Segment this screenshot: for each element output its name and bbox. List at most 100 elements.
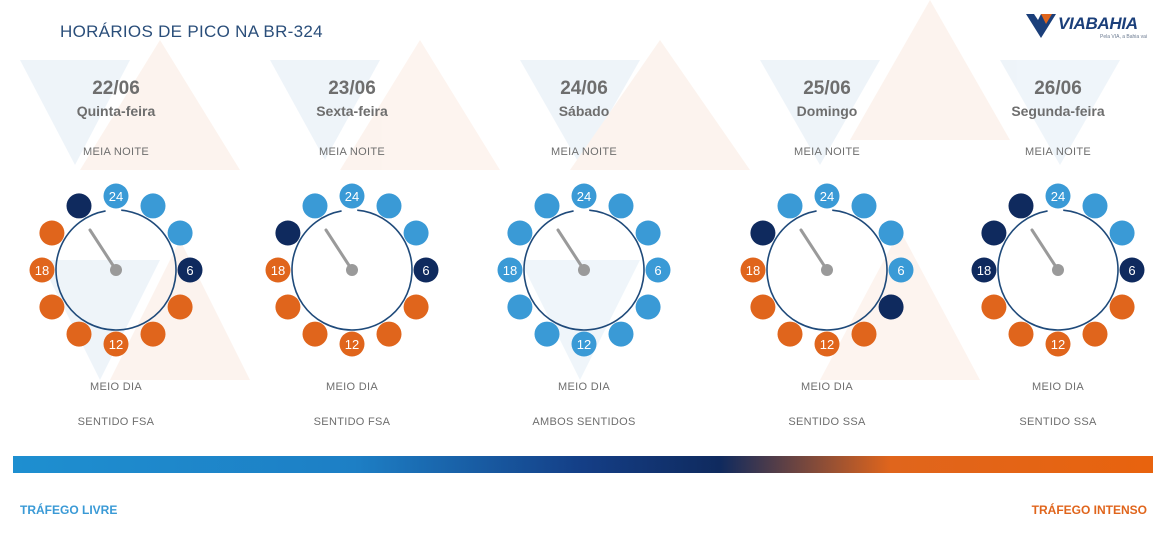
direction-label: SENTIDO FSA bbox=[313, 416, 391, 428]
hour-dot-12 bbox=[1045, 331, 1071, 357]
hour-dot-8 bbox=[1109, 294, 1135, 320]
hour-dot-18 bbox=[497, 257, 523, 283]
hour-dot-6 bbox=[645, 257, 671, 283]
hour-dot-2 bbox=[851, 193, 877, 219]
viabahia-logo: VIABAHIA Pela VIA, a Bahia vai bbox=[1024, 10, 1147, 44]
logo-icon bbox=[1026, 14, 1056, 38]
hour-dot-4 bbox=[403, 220, 429, 246]
clock-arc bbox=[523, 209, 645, 331]
midnight-label: MEIA NOITE bbox=[83, 146, 149, 158]
noon-label: MEIO DIA bbox=[558, 381, 610, 393]
day-weekday: Segunda-feira bbox=[1011, 103, 1105, 119]
hour-dot-10 bbox=[376, 321, 402, 347]
hour-dot-4 bbox=[878, 220, 904, 246]
clock-hub bbox=[578, 264, 590, 276]
hour-dot-10 bbox=[851, 321, 877, 347]
hour-dot-22 bbox=[534, 193, 560, 219]
hour-dot-8 bbox=[167, 294, 193, 320]
peak-hours-clock: 24 6 12 18 bbox=[740, 183, 914, 357]
clock-arc bbox=[997, 209, 1119, 331]
noon-label: MEIO DIA bbox=[90, 381, 142, 393]
peak-hours-clock: 24 6 12 18 bbox=[971, 183, 1145, 357]
hour-dot-4 bbox=[167, 220, 193, 246]
hour-dot-14 bbox=[534, 321, 560, 347]
hour-dot-6 bbox=[1119, 257, 1145, 283]
hour-label: 12 bbox=[109, 337, 123, 352]
noon-label: MEIO DIA bbox=[326, 381, 378, 393]
hour-dot-6 bbox=[888, 257, 914, 283]
clock-hub bbox=[346, 264, 358, 276]
midnight-label: MEIA NOITE bbox=[551, 146, 617, 158]
legend-free-traffic: TRÁFEGO LIVRE bbox=[20, 503, 118, 517]
hour-dot-20 bbox=[750, 220, 776, 246]
day-weekday: Sábado bbox=[558, 103, 610, 119]
hour-label: 6 bbox=[897, 263, 904, 278]
clock-hand bbox=[1030, 228, 1060, 272]
logo-wordmark: VIABAHIA bbox=[1058, 14, 1138, 34]
hour-dot-20 bbox=[507, 220, 533, 246]
hour-label: 12 bbox=[820, 337, 834, 352]
hour-dot-24 bbox=[814, 183, 840, 209]
hour-dot-14 bbox=[1008, 321, 1034, 347]
hour-label: 18 bbox=[746, 263, 760, 278]
hour-dot-22 bbox=[302, 193, 328, 219]
clock-hub bbox=[821, 264, 833, 276]
hour-label: 12 bbox=[345, 337, 359, 352]
clock-hand bbox=[799, 228, 829, 272]
day-weekday: Quinta-feira bbox=[76, 103, 156, 119]
hour-dot-16 bbox=[750, 294, 776, 320]
midnight-label: MEIA NOITE bbox=[319, 146, 385, 158]
hour-dot-16 bbox=[507, 294, 533, 320]
hour-dot-18 bbox=[29, 257, 55, 283]
clock-hand bbox=[88, 228, 118, 272]
legend-intense-traffic: TRÁFEGO INTENSO bbox=[1031, 503, 1147, 517]
logo-via: VIA bbox=[1058, 14, 1086, 33]
hour-dot-24 bbox=[103, 183, 129, 209]
hour-dot-16 bbox=[275, 294, 301, 320]
day-date: 22/06 bbox=[92, 78, 140, 99]
day-panel-1: 22/06 Quinta-feira MEIA NOITE 24 6 12 18 ME… bbox=[0, 0, 236, 440]
hour-dot-14 bbox=[777, 321, 803, 347]
hour-dot-2 bbox=[376, 193, 402, 219]
hour-dot-24 bbox=[1045, 183, 1071, 209]
clock-hub bbox=[110, 264, 122, 276]
hour-label: 6 bbox=[1128, 263, 1135, 278]
hour-label: 18 bbox=[977, 263, 991, 278]
direction-label: SENTIDO FSA bbox=[77, 416, 155, 428]
hour-dot-12 bbox=[339, 331, 365, 357]
hour-dot-14 bbox=[302, 321, 328, 347]
clock-hub bbox=[1052, 264, 1064, 276]
clock-hand bbox=[556, 228, 586, 272]
day-date: 24/06 bbox=[560, 78, 608, 99]
day-weekday: Sexta-feira bbox=[316, 103, 388, 119]
day-weekday: Domingo bbox=[796, 103, 858, 119]
hour-dot-12 bbox=[103, 331, 129, 357]
clock-arc bbox=[55, 209, 177, 331]
hour-dot-20 bbox=[981, 220, 1007, 246]
hour-label: 6 bbox=[654, 263, 661, 278]
hour-dot-20 bbox=[275, 220, 301, 246]
hour-dot-6 bbox=[177, 257, 203, 283]
page-title: HORÁRIOS DE PICO NA BR-324 bbox=[60, 22, 323, 41]
hour-dot-8 bbox=[403, 294, 429, 320]
hour-dot-8 bbox=[635, 294, 661, 320]
hour-dot-22 bbox=[777, 193, 803, 219]
hour-dot-4 bbox=[1109, 220, 1135, 246]
hour-label: 18 bbox=[503, 263, 517, 278]
hour-dot-18 bbox=[971, 257, 997, 283]
midnight-label: MEIA NOITE bbox=[794, 146, 860, 158]
hour-label: 24 bbox=[345, 189, 359, 204]
day-panel-4: 25/06 Domingo MEIA NOITE 24 6 12 18 MEIO DI… bbox=[707, 0, 947, 440]
hour-dot-2 bbox=[140, 193, 166, 219]
direction-label: SENTIDO SSA bbox=[788, 416, 866, 428]
logo-tagline: Pela VIA, a Bahia vai bbox=[1100, 34, 1147, 40]
hour-dot-10 bbox=[1082, 321, 1108, 347]
clock-arc bbox=[766, 209, 888, 331]
day-date: 23/06 bbox=[328, 78, 376, 99]
hour-dot-10 bbox=[608, 321, 634, 347]
hour-label: 24 bbox=[577, 189, 591, 204]
noon-label: MEIO DIA bbox=[1032, 381, 1084, 393]
direction-label: SENTIDO SSA bbox=[1019, 416, 1097, 428]
hour-dot-16 bbox=[39, 294, 65, 320]
hour-label: 12 bbox=[1051, 337, 1065, 352]
